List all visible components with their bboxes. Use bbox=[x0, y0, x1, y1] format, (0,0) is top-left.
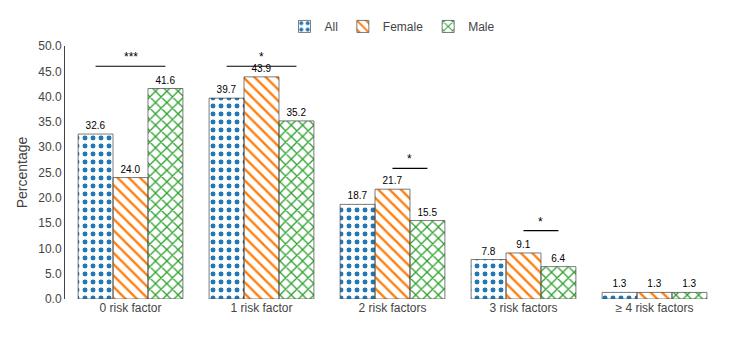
svg-text:35.0: 35.0 bbox=[38, 115, 62, 129]
svg-text:20.0: 20.0 bbox=[38, 191, 62, 205]
svg-text:1.3: 1.3 bbox=[682, 278, 696, 289]
svg-text:*: * bbox=[259, 50, 264, 64]
svg-text:9.1: 9.1 bbox=[516, 239, 530, 250]
svg-text:3 risk factors: 3 risk factors bbox=[489, 301, 557, 315]
svg-text:50.0: 50.0 bbox=[38, 39, 62, 53]
svg-text:All: All bbox=[325, 20, 338, 34]
svg-text:1 risk factor: 1 risk factor bbox=[230, 301, 292, 315]
svg-text:1.3: 1.3 bbox=[612, 278, 626, 289]
svg-text:21.7: 21.7 bbox=[383, 175, 403, 186]
svg-text:15.0: 15.0 bbox=[38, 216, 62, 230]
svg-text:***: *** bbox=[124, 50, 138, 64]
svg-text:35.2: 35.2 bbox=[286, 107, 306, 118]
svg-text:43.9: 43.9 bbox=[252, 63, 272, 74]
svg-text:5.0: 5.0 bbox=[45, 267, 62, 281]
svg-text:Percentage: Percentage bbox=[14, 136, 30, 208]
svg-text:6.4: 6.4 bbox=[551, 253, 565, 264]
svg-text:24.0: 24.0 bbox=[121, 164, 141, 175]
svg-text:25.0: 25.0 bbox=[38, 166, 62, 180]
svg-text:18.7: 18.7 bbox=[348, 190, 368, 201]
svg-text:2 risk factors: 2 risk factors bbox=[358, 301, 426, 315]
svg-text:*: * bbox=[538, 215, 543, 229]
svg-text:7.8: 7.8 bbox=[481, 246, 495, 257]
svg-text:30.0: 30.0 bbox=[38, 140, 62, 154]
svg-text:≥ 4 risk factors: ≥ 4 risk factors bbox=[616, 301, 694, 315]
svg-text:15.5: 15.5 bbox=[417, 207, 437, 218]
svg-text:10.0: 10.0 bbox=[38, 242, 62, 256]
svg-text:32.6: 32.6 bbox=[86, 120, 106, 131]
svg-text:Female: Female bbox=[383, 20, 423, 34]
svg-text:40.0: 40.0 bbox=[38, 90, 62, 104]
svg-text:39.7: 39.7 bbox=[217, 84, 237, 95]
svg-text:*: * bbox=[407, 152, 412, 166]
svg-text:45.0: 45.0 bbox=[38, 65, 62, 79]
svg-text:0.0: 0.0 bbox=[45, 292, 62, 306]
svg-text:Male: Male bbox=[468, 20, 494, 34]
svg-text:41.6: 41.6 bbox=[155, 75, 175, 86]
svg-text:1.3: 1.3 bbox=[647, 278, 661, 289]
svg-text:0 risk factor: 0 risk factor bbox=[99, 301, 161, 315]
